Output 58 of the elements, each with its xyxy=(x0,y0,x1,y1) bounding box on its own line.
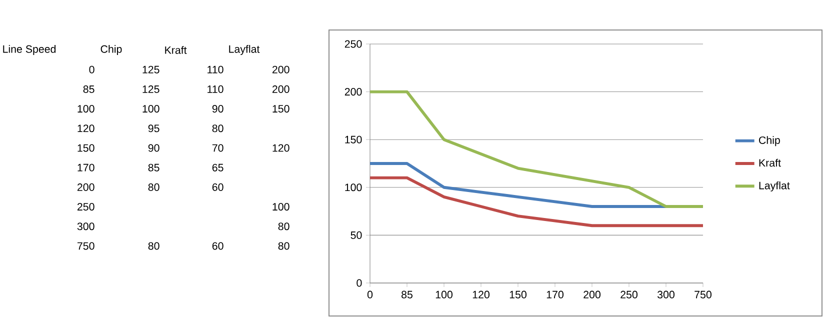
text: 100 xyxy=(272,203,290,211)
x-tick-label: 300 xyxy=(657,290,674,298)
text: 250 xyxy=(77,203,94,211)
text: 300 xyxy=(77,222,94,230)
text: 65 xyxy=(212,164,224,172)
text: 80 xyxy=(148,183,160,191)
x-tick-label: 170 xyxy=(546,290,564,298)
text: 750 xyxy=(77,242,94,250)
line-series xyxy=(368,90,704,208)
text: 80 xyxy=(148,242,160,250)
x-tick-label: 85 xyxy=(402,290,412,298)
y-tick-label: 0 xyxy=(356,279,362,287)
x-tick-label: 200 xyxy=(584,290,600,298)
y-tick-label: 150 xyxy=(345,136,362,144)
text: 100 xyxy=(78,105,94,113)
text: 125 xyxy=(142,66,160,74)
legend-label: Layflat xyxy=(759,181,790,192)
text: 85 xyxy=(83,85,94,93)
text: 80 xyxy=(278,222,290,230)
text: 90 xyxy=(148,144,160,152)
legend-label: Chip xyxy=(759,136,780,146)
text: 70 xyxy=(212,144,224,152)
text: Chip xyxy=(100,45,122,55)
line-series xyxy=(368,176,704,228)
text: 60 xyxy=(212,183,224,191)
text: 85 xyxy=(148,164,160,172)
text: 110 xyxy=(208,85,224,93)
text: 110 xyxy=(208,66,224,74)
x-tick-label: 150 xyxy=(510,290,526,298)
x-tick-label: 250 xyxy=(620,290,638,298)
text: 200 xyxy=(272,66,290,74)
text: 200 xyxy=(272,85,290,93)
text: 120 xyxy=(78,124,94,132)
text: 150 xyxy=(272,105,290,113)
x-tick-label: 120 xyxy=(472,290,490,298)
text: 95 xyxy=(148,124,160,132)
text: 80 xyxy=(212,124,224,132)
text: Kraft xyxy=(165,46,187,54)
y-tick-label: 50 xyxy=(350,231,362,239)
legend-label: Kraft xyxy=(759,158,781,167)
text: 150 xyxy=(78,144,94,152)
x-tick-label: 0 xyxy=(367,290,373,298)
text: 125 xyxy=(142,85,160,93)
y-tick-label: 100 xyxy=(345,184,362,192)
text: 0 xyxy=(89,66,94,74)
text: 60 xyxy=(212,242,224,250)
y-tick-label: 250 xyxy=(344,40,362,48)
text: 90 xyxy=(212,105,224,113)
text: 200 xyxy=(77,183,94,191)
text: 120 xyxy=(272,144,290,152)
text: 100 xyxy=(142,105,160,113)
x-tick-label: 100 xyxy=(436,290,452,298)
x-tick-label: 750 xyxy=(694,290,712,298)
y-tick-label: 200 xyxy=(344,88,362,96)
text: 80 xyxy=(278,242,290,250)
text: Line Speed xyxy=(3,45,56,55)
text: Layflat xyxy=(229,45,260,55)
text: 170 xyxy=(78,164,94,172)
